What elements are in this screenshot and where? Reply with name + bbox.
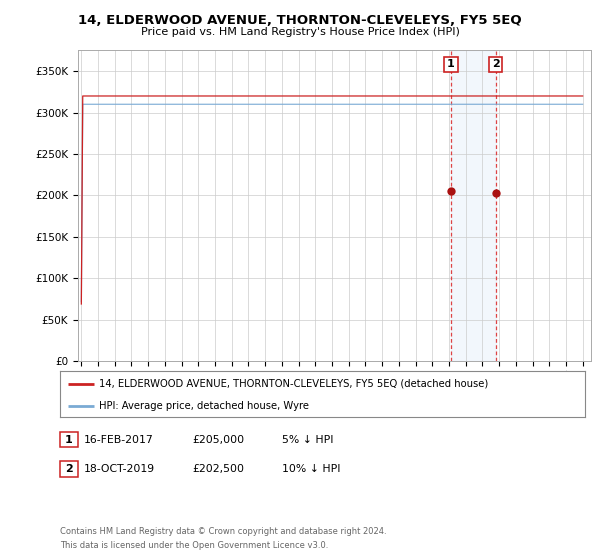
Bar xyxy=(451,50,496,361)
Text: 2: 2 xyxy=(492,59,500,69)
Text: HPI: Average price, detached house, Wyre: HPI: Average price, detached house, Wyre xyxy=(100,401,310,410)
Text: £205,000: £205,000 xyxy=(192,435,244,445)
Text: 18-OCT-2019: 18-OCT-2019 xyxy=(84,464,155,474)
Text: £202,500: £202,500 xyxy=(192,464,244,474)
Text: This data is licensed under the Open Government Licence v3.0.: This data is licensed under the Open Gov… xyxy=(60,541,328,550)
Text: 16-FEB-2017: 16-FEB-2017 xyxy=(84,435,154,445)
Text: 1: 1 xyxy=(65,435,73,445)
Text: 14, ELDERWOOD AVENUE, THORNTON-CLEVELEYS, FY5 5EQ (detached house): 14, ELDERWOOD AVENUE, THORNTON-CLEVELEYS… xyxy=(100,379,488,389)
Text: 1: 1 xyxy=(447,59,455,69)
Text: Price paid vs. HM Land Registry's House Price Index (HPI): Price paid vs. HM Land Registry's House … xyxy=(140,27,460,37)
Text: 14, ELDERWOOD AVENUE, THORNTON-CLEVELEYS, FY5 5EQ: 14, ELDERWOOD AVENUE, THORNTON-CLEVELEYS… xyxy=(78,14,522,27)
Text: Contains HM Land Registry data © Crown copyright and database right 2024.: Contains HM Land Registry data © Crown c… xyxy=(60,528,386,536)
Text: 2: 2 xyxy=(65,464,73,474)
Text: 10% ↓ HPI: 10% ↓ HPI xyxy=(282,464,341,474)
Text: 5% ↓ HPI: 5% ↓ HPI xyxy=(282,435,334,445)
